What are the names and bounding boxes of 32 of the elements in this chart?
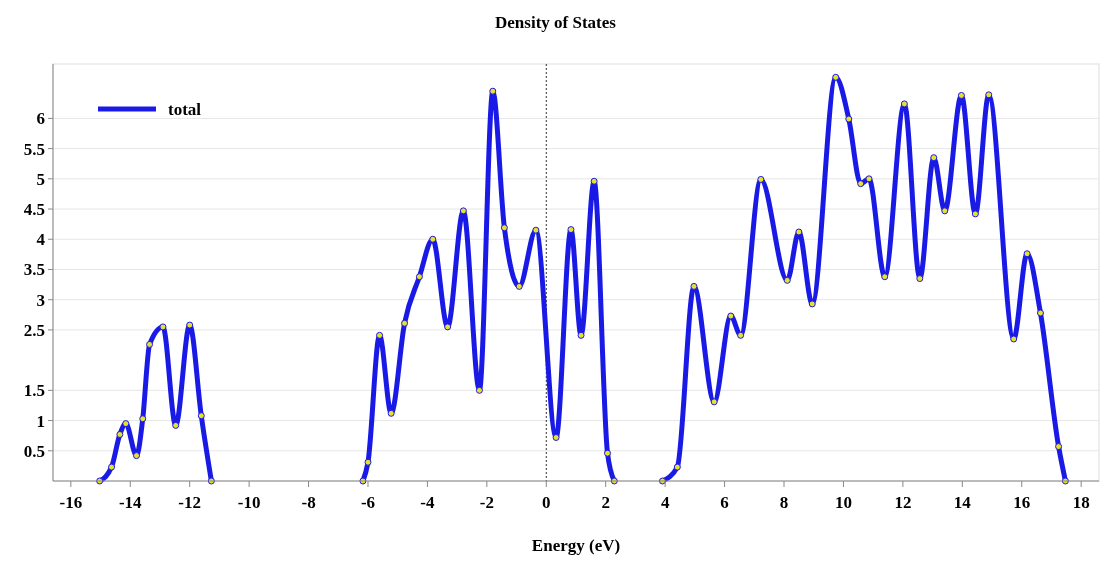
legend-label: total	[168, 99, 202, 119]
x-tick-label: -8	[301, 493, 316, 512]
y-tick-label: 5.5	[23, 139, 45, 159]
x-tick-label: 8	[779, 493, 789, 512]
x-tick-label: -16	[59, 493, 83, 512]
x-tick-label: 16	[1013, 493, 1031, 512]
x-tick-label: -10	[237, 493, 261, 512]
y-tick-label: 1	[36, 411, 45, 431]
x-axis-title: Energy (eV)	[531, 536, 621, 555]
x-tick-label: -4	[420, 493, 435, 512]
y-tick-label: 1.5	[23, 381, 45, 401]
x-tick-label: 18	[1072, 493, 1090, 512]
x-tick-label: 12	[894, 493, 912, 512]
chart-title: Density of States	[495, 13, 617, 32]
x-tick-label: -2	[479, 493, 494, 512]
x-tick-label: -6	[360, 493, 376, 512]
y-tick-label: 6	[36, 109, 45, 129]
x-tick-label: 0	[542, 493, 551, 512]
x-tick-label: -14	[118, 493, 143, 512]
y-tick-label: 4.5	[23, 199, 45, 219]
x-tick-label: 6	[720, 493, 729, 512]
x-tick-label: 10	[834, 493, 852, 512]
y-tick-label: 2.5	[23, 320, 45, 340]
x-tick-label: 4	[660, 493, 670, 512]
x-tick-label: -12	[178, 493, 202, 512]
x-tick-label: 2	[601, 493, 610, 512]
y-tick-label: 0.5	[23, 441, 45, 461]
y-tick-label: 3.5	[23, 260, 45, 280]
x-tick-label: 14	[953, 493, 972, 512]
y-tick-label: 4	[36, 230, 46, 250]
y-tick-label: 5	[36, 169, 45, 189]
y-tick-label: 3	[36, 290, 45, 310]
